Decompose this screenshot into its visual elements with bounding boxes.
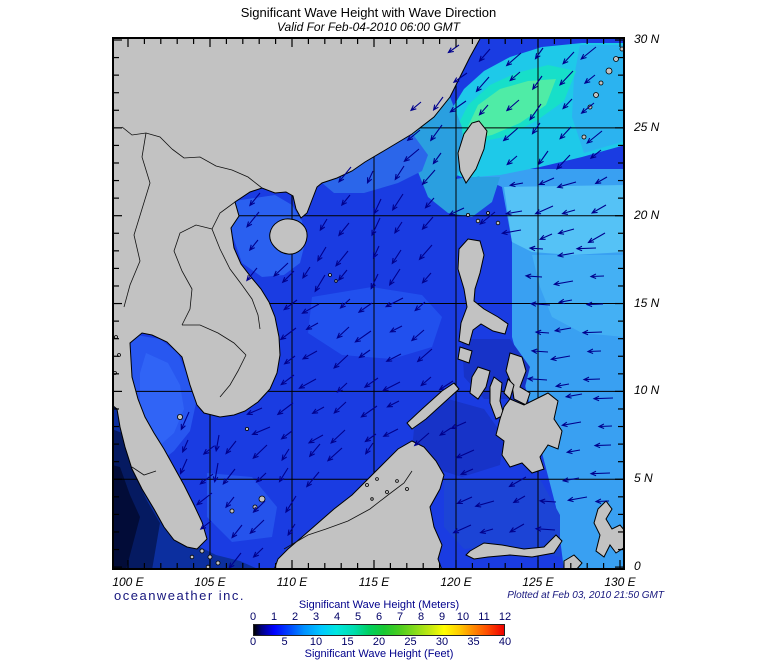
feet-tick-0: 0 — [249, 636, 257, 648]
meters-tick-6: 6 — [375, 611, 383, 623]
arrow-field-zone — [447, 44, 603, 170]
wave-region-china-shelf — [322, 133, 428, 193]
meters-tick-1: 1 — [270, 611, 278, 623]
feet-tick-25: 25 — [404, 636, 417, 648]
lat-label-25n: 25 N — [634, 119, 660, 134]
meters-tick-10: 10 — [456, 611, 470, 623]
wave-height-regions — [112, 43, 625, 570]
arrow-field-zone — [524, 245, 605, 389]
meters-tick-2: 2 — [291, 611, 299, 623]
feet-tick-35: 35 — [467, 636, 480, 648]
wave-region-gulf-of-thailand-inner — [140, 353, 184, 447]
feet-tick-40: 40 — [498, 636, 512, 648]
land-masses — [111, 36, 626, 571]
land-sulawesi-north-arm — [465, 534, 563, 560]
lat-label-10n: 10 N — [634, 383, 660, 398]
country-borders — [121, 126, 413, 550]
wave-region-malacca-core — [112, 465, 140, 570]
land-samar-leyte — [505, 352, 531, 406]
lat-label-30n: 30 N — [634, 32, 660, 46]
valid-time-subtitle: Valid For Feb-04-2010 06:00 GMT — [277, 20, 460, 34]
legend-feet-label: Significant Wave Height (Feet) — [304, 648, 454, 660]
lon-label-100e: 100 E — [112, 575, 144, 589]
feet-tick-30: 30 — [435, 636, 449, 648]
land-hainan — [269, 218, 308, 255]
wave-region-celebes-sea — [444, 479, 560, 557]
legend-feet-ticks: 0 5 10 15 20 25 30 35 40 — [249, 636, 511, 648]
lat-label-0: 0 — [634, 559, 641, 574]
lat-label-5n: 5 N — [634, 471, 653, 486]
arrow-field-zone — [403, 96, 444, 165]
land-panay — [469, 366, 491, 400]
land-taiwan — [457, 120, 488, 184]
colorbar-gradient — [253, 624, 505, 636]
land-mindoro — [457, 346, 473, 364]
arrow-field-zone — [448, 207, 496, 225]
land-negros — [489, 376, 505, 420]
meters-tick-8: 8 — [417, 611, 425, 623]
oceanweather-logo-text: oceanweather inc. — [114, 588, 246, 603]
feet-tick-20: 20 — [372, 636, 386, 648]
map-plot-area — [111, 36, 626, 571]
arrow-field-zone — [450, 421, 527, 534]
lon-label-120e: 120 E — [440, 575, 472, 589]
wave-map-svg — [111, 36, 626, 571]
meters-tick-4: 4 — [333, 611, 341, 623]
feet-tick-5: 5 — [281, 636, 288, 648]
lon-label-130e: 130 E — [604, 575, 636, 589]
lon-label-125e: 125 E — [522, 575, 554, 589]
arrow-field-zone — [281, 165, 436, 293]
meters-tick-5: 5 — [354, 611, 362, 623]
wave-region-philsea-mid — [532, 255, 625, 337]
lon-label-115e: 115 E — [358, 575, 390, 589]
meters-tick-3: 3 — [312, 611, 320, 623]
arrow-field-zone — [534, 393, 614, 532]
feet-tick-15: 15 — [341, 636, 354, 648]
land-palawan — [406, 382, 460, 430]
map-frame — [112, 37, 625, 570]
arrow-field-zone — [246, 297, 454, 447]
arrow-field-zone — [500, 176, 608, 244]
lon-label-105e: 105 E — [194, 575, 226, 589]
legend-meters-ticks: 0 1 2 3 4 5 6 7 8 9 10 11 12 — [249, 611, 511, 623]
wave-direction-arrows — [179, 44, 614, 570]
meters-tick-12: 12 — [498, 611, 512, 623]
meters-tick-9: 9 — [438, 611, 446, 623]
lat-label-20n: 20 N — [634, 207, 660, 222]
lat-label-15n: 15 N — [634, 295, 660, 310]
wave-region-sulu-sea — [412, 399, 504, 477]
lon-label-110e: 110 E — [276, 575, 308, 589]
feet-tick-10: 10 — [309, 636, 323, 648]
wave-region-philsea-light-band — [504, 185, 625, 255]
land-asia-mainland — [111, 36, 482, 550]
arrow-field-zone — [179, 411, 220, 484]
land-mindanao — [495, 392, 563, 474]
arrow-field-zone — [195, 440, 374, 570]
legend-meters-label: Significant Wave Height (Meters) — [298, 599, 460, 611]
meters-tick-11: 11 — [478, 611, 490, 623]
meters-tick-7: 7 — [396, 611, 404, 623]
arrow-field-zone — [246, 192, 311, 282]
degree-tick-marks — [114, 39, 623, 568]
page-title: Significant Wave Height with Wave Direct… — [240, 5, 497, 20]
plotted-timestamp: Plotted at Feb 03, 2010 21:50 GMT — [507, 590, 664, 601]
meters-tick-0: 0 — [249, 611, 257, 623]
land-luzon — [457, 238, 509, 346]
